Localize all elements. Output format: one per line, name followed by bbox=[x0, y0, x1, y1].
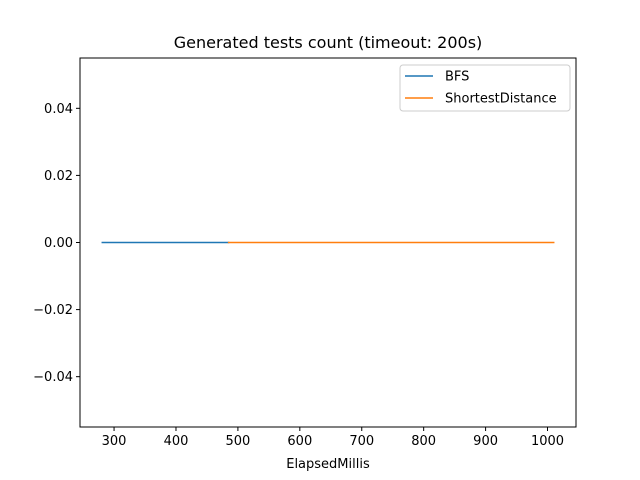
x-tick-label: 600 bbox=[287, 434, 312, 449]
legend-box bbox=[399, 64, 571, 112]
x-tick-label: 1000 bbox=[531, 434, 564, 449]
x-tick-label: 800 bbox=[411, 434, 436, 449]
y-tick-label: 0.04 bbox=[44, 102, 73, 117]
x-tick-label: 300 bbox=[102, 434, 127, 449]
x-tick-label: 700 bbox=[349, 434, 374, 449]
y-axis-ticks: −0.04 −0.02 0.00 0.02 0.04 bbox=[33, 102, 80, 385]
plot-border bbox=[79, 57, 577, 428]
x-tick-label: 500 bbox=[225, 434, 250, 449]
y-tick-label: 0.02 bbox=[44, 169, 73, 184]
chart-title: Generated tests count (timeout: 200s) bbox=[174, 33, 483, 52]
y-tick-label: −0.04 bbox=[33, 370, 73, 385]
y-tick-label: 0.00 bbox=[44, 236, 73, 251]
x-tick-label: 400 bbox=[164, 434, 189, 449]
x-axis-ticks: 300 400 500 600 700 800 900 1000 bbox=[102, 427, 564, 449]
x-axis-label: ElapsedMillis bbox=[286, 457, 370, 472]
legend-label-shortestdistance: ShortestDistance bbox=[445, 92, 557, 107]
legend-label-bfs: BFS bbox=[445, 70, 469, 85]
x-tick-label: 900 bbox=[473, 434, 498, 449]
y-tick-label: −0.02 bbox=[33, 303, 73, 318]
legend: BFS ShortestDistance bbox=[399, 64, 571, 112]
